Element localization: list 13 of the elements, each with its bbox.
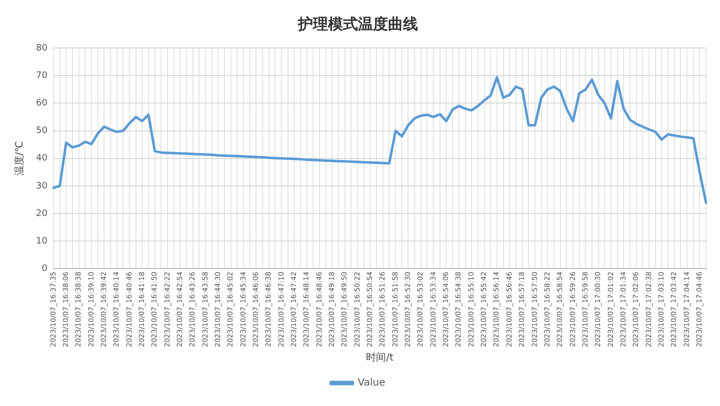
y-tick-label: 40 [36, 154, 48, 164]
y-tick-label: 30 [36, 181, 48, 192]
chart-title: 护理模式温度曲线 [297, 14, 418, 33]
y-tick-label: 60 [36, 98, 48, 109]
legend-label: Value [358, 378, 386, 389]
y-axis-title: 温度/℃ [14, 141, 26, 176]
y-tick-label: 50 [36, 126, 48, 136]
y-tick-label: 10 [36, 236, 48, 246]
y-tick-label: 0 [42, 264, 48, 274]
y-tick-label: 70 [36, 70, 48, 81]
y-tick-label: 20 [36, 208, 48, 219]
y-tick-label: 80 [36, 43, 48, 54]
x-axis-title: 时间/t [366, 352, 394, 364]
